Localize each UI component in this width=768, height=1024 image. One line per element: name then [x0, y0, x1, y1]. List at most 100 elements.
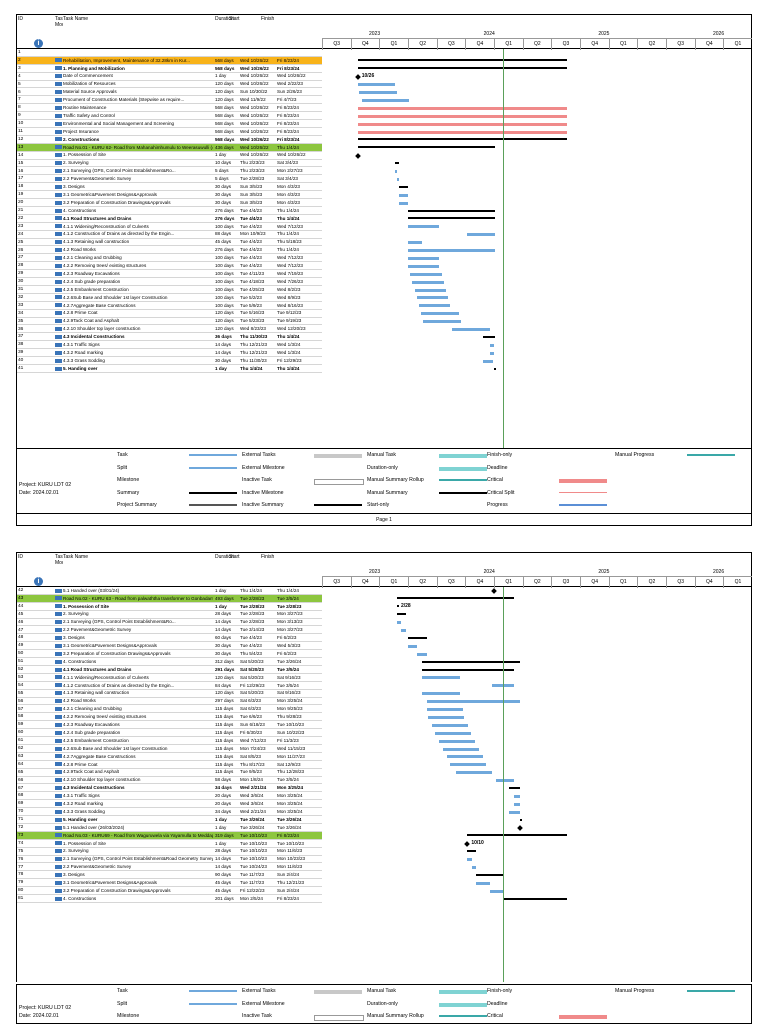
- task-bar[interactable]: [489, 351, 495, 355]
- task-bar[interactable]: [423, 320, 462, 324]
- table-row[interactable]: 74 1. Possession of Site 1 day Tue 10/10/23…: [17, 840, 322, 848]
- table-row[interactable]: 26 4.2 Road Works 276 days Tue 4/4/23 Thu 1/…: [17, 247, 322, 255]
- task-bar[interactable]: [456, 771, 493, 775]
- task-bar[interactable]: [427, 715, 464, 719]
- summary-bar[interactable]: [422, 660, 521, 663]
- summary-bar[interactable]: [467, 834, 568, 837]
- summary-bar[interactable]: [467, 850, 477, 853]
- task-bar[interactable]: [435, 731, 472, 735]
- task-bar[interactable]: [492, 684, 514, 688]
- critical-bar[interactable]: [357, 114, 568, 118]
- task-bar[interactable]: [396, 177, 399, 181]
- table-row[interactable]: 7 Procument of Construction Materials (St…: [17, 96, 322, 105]
- task-bar[interactable]: [401, 629, 406, 632]
- table-row[interactable]: 52 4.1 Road Structures and Drains 291 days…: [17, 666, 322, 674]
- table-row[interactable]: 62 4.2.6Sub Base and Shoulder 1st layer C…: [17, 745, 322, 753]
- table-row[interactable]: 48 3. Designs 60 days Tue 4/4/23 Fri 6/2/23: [17, 634, 322, 643]
- col-name-header[interactable]: Task Name: [63, 554, 89, 560]
- summary-bar[interactable]: [396, 613, 406, 616]
- task-bar[interactable]: [483, 359, 493, 363]
- table-row[interactable]: 59 4.2.3 Roadway Excavations 115 days Sun 6…: [17, 721, 322, 730]
- critical-bar[interactable]: [357, 106, 568, 110]
- task-bar[interactable]: [398, 201, 408, 205]
- table-row[interactable]: 72 5.1 Handed over (26/03/2024) 1 day Tue 3…: [17, 824, 322, 832]
- summary-bar[interactable]: [407, 209, 495, 212]
- task-bar[interactable]: [513, 794, 521, 798]
- col-id-header[interactable]: ID: [18, 16, 23, 22]
- summary-bar[interactable]: [357, 146, 495, 149]
- table-row[interactable]: 30 4.2.4 Sub grade preparation 100 days Tue…: [17, 278, 322, 286]
- table-row[interactable]: 11 Project Insurance 568 days Wed 10/26/22 F…: [17, 128, 322, 136]
- table-row[interactable]: 67 4.3 Incidental Constructions 34 days Wed…: [17, 785, 322, 793]
- table-row[interactable]: 31 4.2.5 Embankment Construction 100 days T…: [17, 286, 322, 294]
- table-row[interactable]: 3 1. Planning and Mobilization 568 days Wed…: [17, 65, 322, 73]
- table-row[interactable]: 53 4.1.1 Widening/Reconstruction of Culve…: [17, 674, 322, 682]
- task-bar[interactable]: [412, 280, 444, 284]
- table-row[interactable]: 4 Date of Commencement 1 day Wed 10/26/22 We…: [17, 73, 322, 81]
- col-start-header[interactable]: Start: [229, 16, 240, 22]
- task-bar[interactable]: [416, 296, 449, 300]
- task-bar[interactable]: [490, 889, 505, 893]
- task-bar[interactable]: [467, 233, 495, 237]
- table-row[interactable]: 33 4.2.7Aggregate Base Constructions 100 d…: [17, 302, 322, 310]
- table-row[interactable]: 50 3.2 Preparation of Construction Drawin…: [17, 650, 322, 659]
- summary-bar[interactable]: [357, 138, 568, 141]
- table-row[interactable]: 65 4.2.9Tack Coat and Asphalt 115 days Tue …: [17, 769, 322, 777]
- table-row[interactable]: 29 4.2.3 Roadway Excavations 100 days Tue 4…: [17, 270, 322, 279]
- table-row[interactable]: 55 4.1.3 Retaining wall construction 120 d…: [17, 690, 322, 698]
- critical-bar[interactable]: [357, 122, 568, 126]
- table-row[interactable]: 40 4.3.3 Grass Sodding 30 days Thu 11/30/23…: [17, 357, 322, 365]
- task-bar[interactable]: [357, 83, 396, 87]
- summary-bar[interactable]: [396, 605, 399, 608]
- task-bar[interactable]: [426, 708, 463, 711]
- table-row[interactable]: 78 3. Designs 90 days Tue 11/7/23 Sun 2/4/24: [17, 871, 322, 880]
- table-row[interactable]: 8 Routine Maintenance 568 days Wed 10/26/22…: [17, 104, 322, 113]
- table-row[interactable]: 77 2.2 Pavement&Geometric Survey 14 days Tu…: [17, 864, 322, 872]
- milestone-marker[interactable]: [464, 840, 471, 847]
- table-row[interactable]: 45 2. Surveying 28 days Tue 2/28/23 Mon 3/27…: [17, 611, 322, 619]
- task-bar[interactable]: [410, 272, 442, 276]
- table-row[interactable]: 36 4.2.10 Shoulder top layer construction…: [17, 326, 322, 334]
- table-row[interactable]: 80 3.2 Preparation of Construction Drawin…: [17, 887, 322, 896]
- milestone-marker[interactable]: [491, 588, 498, 594]
- table-row[interactable]: 27 4.2.1 Cleaning and Grubbing 100 days Tue…: [17, 254, 322, 263]
- task-bar[interactable]: [418, 304, 451, 308]
- table-row[interactable]: 46 2.1 Surveying (GPS, Control Point Esta…: [17, 619, 322, 627]
- table-row[interactable]: 10 Environmental and Social Management an…: [17, 120, 322, 128]
- table-row[interactable]: 21 4. Constructions 276 days Tue 4/4/23 Thu …: [17, 207, 322, 215]
- table-row[interactable]: 47 2.2 Pavement&Geometric Survey 14 days Tu…: [17, 627, 322, 635]
- summary-bar[interactable]: [422, 668, 514, 671]
- table-row[interactable]: 14 1. Possession of Site 1 day Wed 10/26/22…: [17, 152, 322, 160]
- table-row[interactable]: 51 4. Constructions 312 days Sat 5/20/23 Tue…: [17, 658, 322, 666]
- table-row[interactable]: 1: [17, 49, 322, 57]
- table-row[interactable]: 39 4.3.2 Road marking 14 days Thu 12/21/23 W…: [17, 349, 322, 358]
- task-bar[interactable]: [358, 91, 397, 94]
- task-bar[interactable]: [439, 739, 476, 743]
- summary-bar[interactable]: [483, 335, 495, 338]
- table-row[interactable]: 6 Material Source Approvals 120 days Sun 10…: [17, 89, 322, 97]
- summary-bar[interactable]: [509, 787, 521, 789]
- table-row[interactable]: 12 2. Constructions 568 days Wed 10/26/22 Fr…: [17, 136, 322, 144]
- col-name-header[interactable]: Task Name: [63, 16, 89, 22]
- task-bar[interactable]: [407, 644, 418, 648]
- summary-bar[interactable]: [407, 217, 495, 220]
- col-mode-header[interactable]: Task Mode: [55, 16, 63, 28]
- table-row[interactable]: 16 2.1 Surveying (GPS, Control Point Esta…: [17, 168, 322, 176]
- task-bar[interactable]: [431, 723, 468, 727]
- task-bar[interactable]: [396, 621, 402, 625]
- table-row[interactable]: 75 2. Surveying 28 days Tue 10/10/23 Mon 11/…: [17, 848, 322, 856]
- table-row[interactable]: 61 4.2.5 Embankment Construction 115 days W…: [17, 737, 322, 745]
- milestone-marker[interactable]: [517, 825, 523, 831]
- table-row[interactable]: 34 4.2.8 Prime Coat 120 days Tue 5/16/23 Tue…: [17, 310, 322, 318]
- table-row[interactable]: 23 4.1.1 Widening/Reconstruction of Culve…: [17, 223, 322, 231]
- table-row[interactable]: 22 4.1 Road Structures and Drains 276 days…: [17, 215, 322, 223]
- col-mode-header[interactable]: Task Mode: [55, 554, 63, 566]
- col-duration-header[interactable]: Duration: [215, 16, 234, 22]
- col-finish-header[interactable]: Finish: [261, 554, 275, 560]
- task-bar[interactable]: [467, 858, 472, 862]
- table-row[interactable]: 73 Road No.03 - KURU69 - Road from Waguru…: [17, 831, 322, 840]
- col-duration-header[interactable]: Duration: [215, 554, 234, 560]
- milestone-marker[interactable]: [354, 152, 361, 159]
- summary-bar[interactable]: [476, 873, 505, 876]
- table-row[interactable]: 19 3.1 Geometric&Pavement Designs&Approva…: [17, 191, 322, 200]
